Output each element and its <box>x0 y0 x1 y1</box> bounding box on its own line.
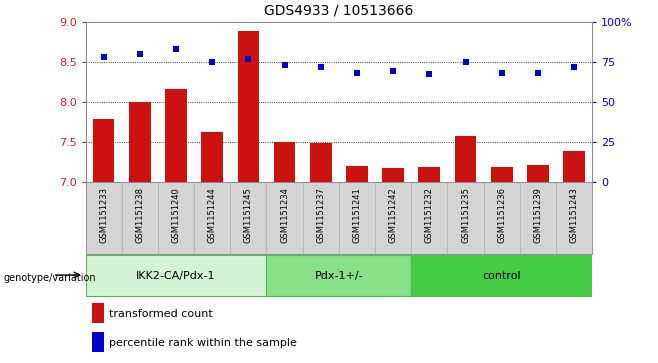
Text: GSM1151242: GSM1151242 <box>389 187 397 243</box>
Bar <box>455 136 476 182</box>
Point <box>170 46 181 52</box>
Point <box>207 59 217 65</box>
Bar <box>86 256 266 296</box>
Point <box>134 51 145 57</box>
Point <box>279 62 290 68</box>
Point <box>424 72 434 77</box>
Text: Pdx-1+/-: Pdx-1+/- <box>315 271 363 281</box>
Point <box>388 68 398 74</box>
Bar <box>310 143 332 182</box>
Bar <box>418 167 440 182</box>
Text: GSM1151245: GSM1151245 <box>244 187 253 243</box>
Bar <box>274 142 295 182</box>
Bar <box>201 132 223 182</box>
Bar <box>93 119 114 182</box>
Bar <box>382 168 404 182</box>
Bar <box>129 102 151 182</box>
Bar <box>238 31 259 182</box>
Text: GSM1151239: GSM1151239 <box>534 187 542 243</box>
Text: GSM1151241: GSM1151241 <box>353 187 361 243</box>
Bar <box>527 165 549 182</box>
Point <box>243 56 253 61</box>
Text: percentile rank within the sample: percentile rank within the sample <box>109 338 297 348</box>
Bar <box>491 167 513 182</box>
Point <box>351 70 362 76</box>
Text: GSM1151232: GSM1151232 <box>425 187 434 243</box>
Point <box>496 70 507 76</box>
Text: GSM1151233: GSM1151233 <box>99 187 108 243</box>
Point <box>532 70 543 76</box>
Text: GSM1151240: GSM1151240 <box>172 187 180 243</box>
Text: GSM1151237: GSM1151237 <box>316 187 325 243</box>
Text: genotype/variation: genotype/variation <box>3 273 96 283</box>
Bar <box>411 256 592 296</box>
Bar <box>346 166 368 182</box>
Bar <box>266 256 411 296</box>
Text: GSM1151234: GSM1151234 <box>280 187 289 243</box>
Text: IKK2-CA/Pdx-1: IKK2-CA/Pdx-1 <box>136 271 216 281</box>
Text: GSM1151244: GSM1151244 <box>208 187 216 243</box>
Point <box>99 54 109 60</box>
Text: control: control <box>482 271 521 281</box>
Text: transformed count: transformed count <box>109 309 213 319</box>
Bar <box>165 89 187 182</box>
Text: GSM1151243: GSM1151243 <box>570 187 578 243</box>
Text: GSM1151236: GSM1151236 <box>497 187 506 243</box>
Point <box>316 64 326 69</box>
Bar <box>563 151 585 182</box>
Title: GDS4933 / 10513666: GDS4933 / 10513666 <box>264 4 414 18</box>
Text: GSM1151235: GSM1151235 <box>461 187 470 243</box>
Text: GSM1151238: GSM1151238 <box>136 187 144 243</box>
Point <box>460 59 470 65</box>
Point <box>569 64 580 69</box>
